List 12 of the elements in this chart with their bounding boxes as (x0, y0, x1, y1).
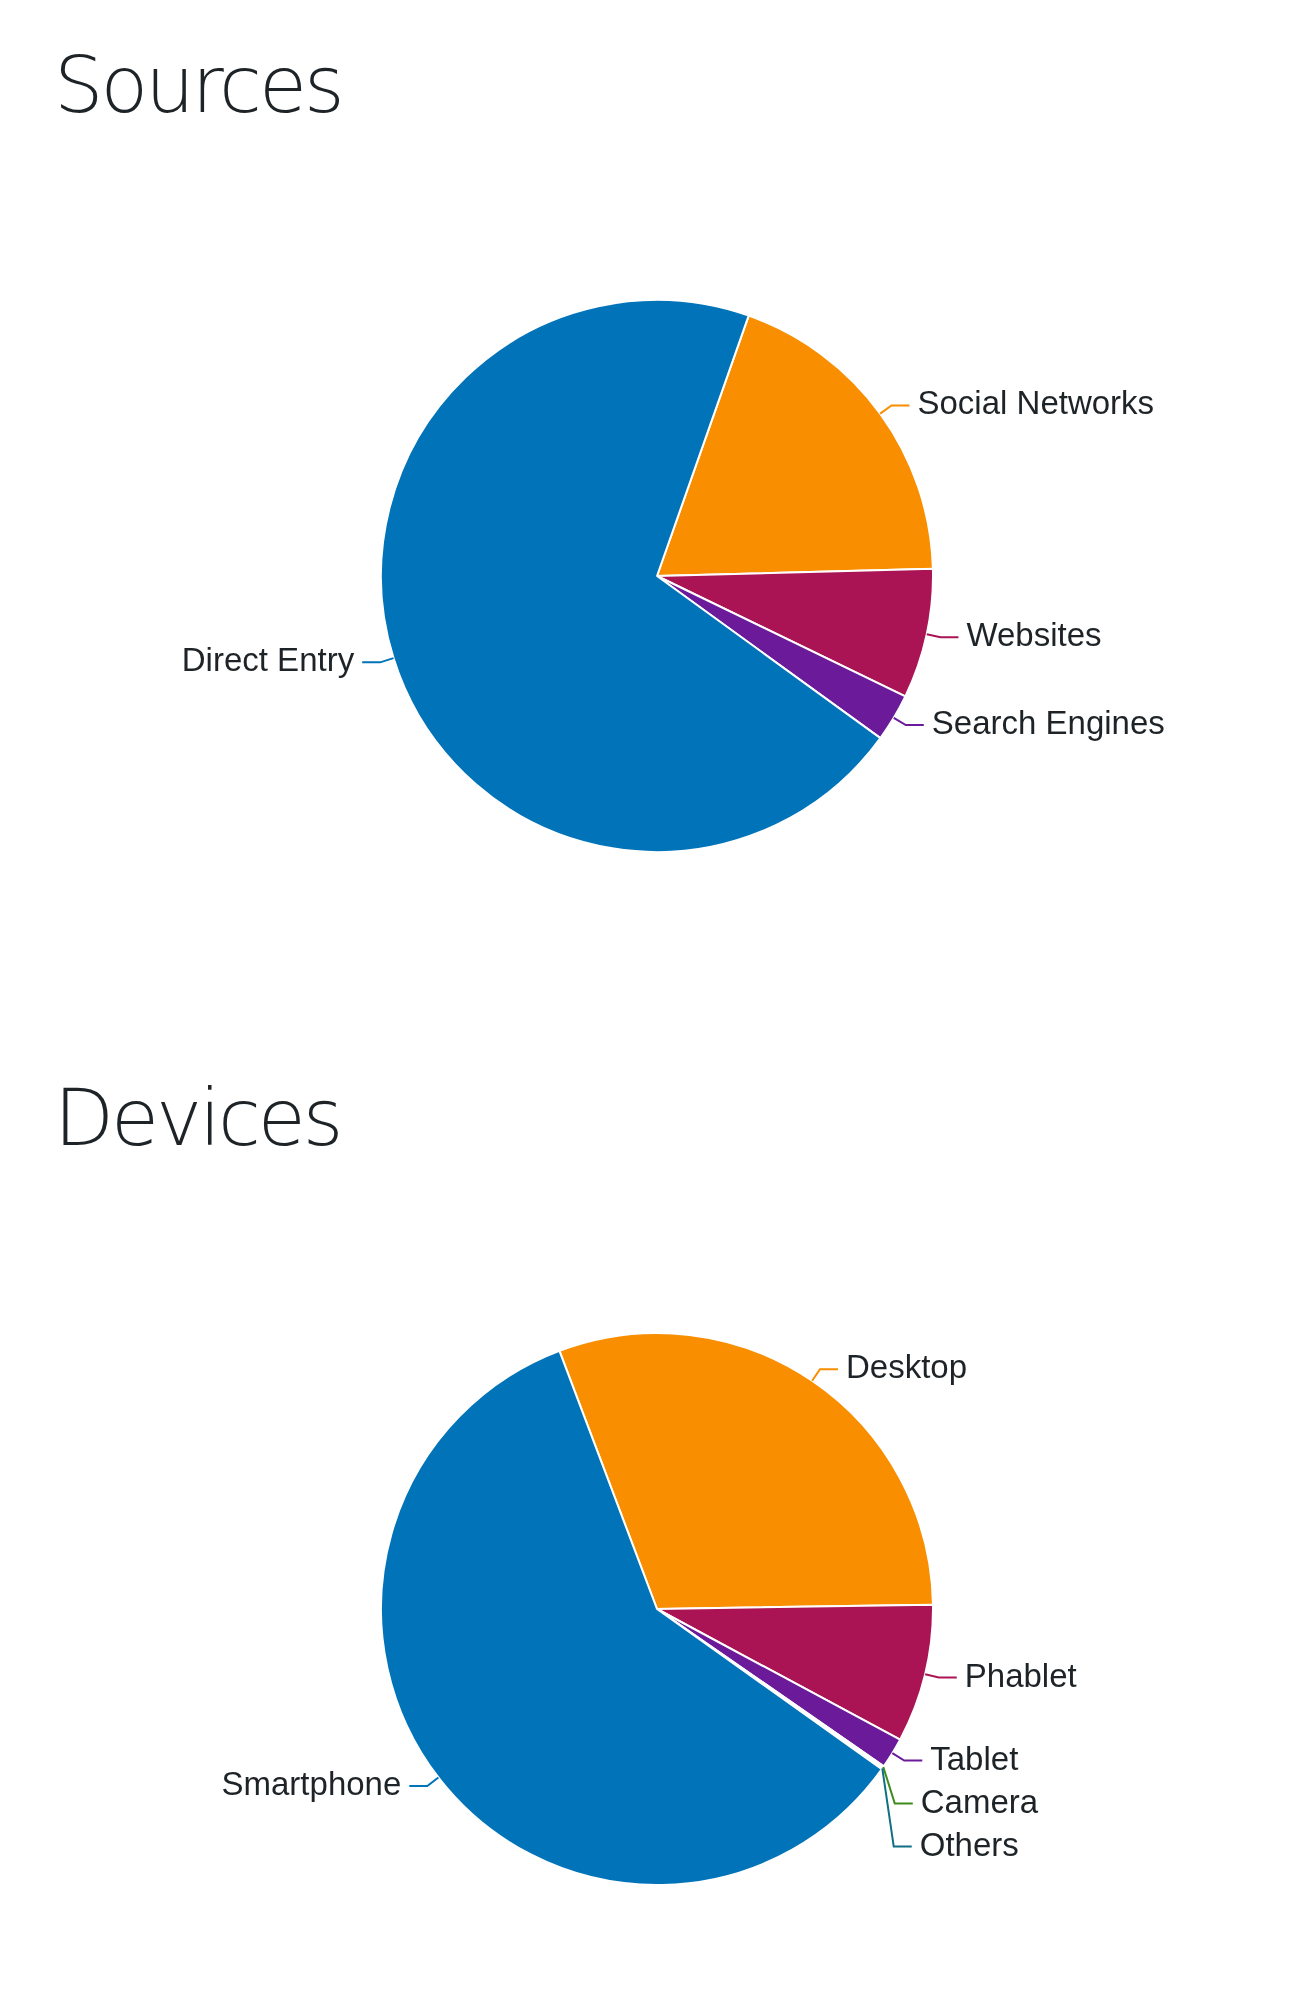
slice-label: Desktop (846, 1348, 968, 1386)
chart-title: Devices (54, 1073, 341, 1163)
slice-label: Others (919, 1825, 1019, 1863)
slice-label: Search Engines (931, 704, 1165, 742)
chart-title: Sources (54, 40, 342, 130)
slice-label: Camera (920, 1782, 1039, 1820)
slice-label: Direct Entry (181, 641, 355, 679)
slice-label: Websites (966, 616, 1102, 654)
slice-label: Tablet (930, 1739, 1019, 1777)
slice-label: Phablet (964, 1656, 1077, 1694)
slice-label: Smartphone (221, 1765, 402, 1803)
slice-label: Social Networks (917, 384, 1155, 422)
